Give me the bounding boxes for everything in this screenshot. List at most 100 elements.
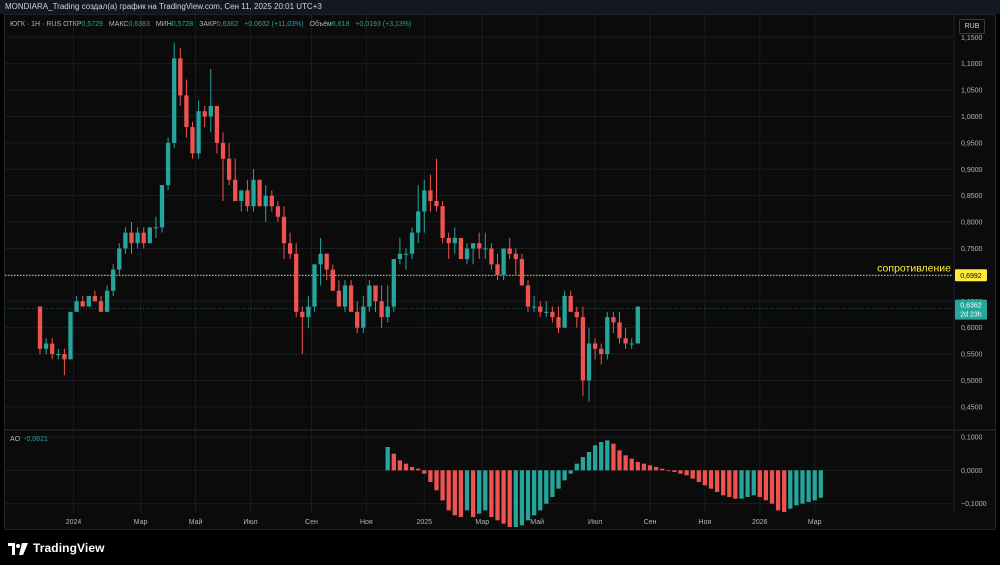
price-tick-label: 1,1500 <box>961 35 983 42</box>
header-bar: MONDIARA_Trading создал(а) график на Tra… <box>0 0 1000 14</box>
symbol-name[interactable]: ЮГК · 1Н · RUS <box>10 21 62 28</box>
ao-label[interactable]: AO <box>10 436 21 443</box>
candle-body <box>342 285 348 307</box>
open-value: 0,5729 <box>81 21 103 28</box>
candle-body <box>190 127 195 154</box>
candle-body <box>501 248 506 275</box>
ao-bar <box>574 463 579 471</box>
candle-body <box>379 301 384 318</box>
candle-body <box>470 243 476 249</box>
candle-body <box>104 290 110 312</box>
ao-bar <box>721 470 726 496</box>
ao-bar <box>775 470 781 511</box>
candle-body <box>269 195 274 207</box>
ao-bar <box>757 470 762 497</box>
chart-panel[interactable] <box>4 14 996 530</box>
ao-bar <box>605 440 610 471</box>
price-tick-label: 0,9500 <box>961 140 983 147</box>
candle-body <box>98 301 104 312</box>
price-tick-label: 0,7500 <box>961 246 983 253</box>
symbol-legend: ЮГК · 1Н · RUS ОТКР0,5729 МАКС0,6383 МИН… <box>10 21 415 28</box>
time-tick-label: Мар <box>808 519 822 526</box>
ao-tick-label: 0,0000 <box>961 468 983 475</box>
ao-bar <box>391 453 396 471</box>
ao-bar <box>690 470 695 479</box>
volume-value: 6,618 <box>331 21 350 28</box>
candle-body <box>531 306 537 308</box>
candle-body <box>172 58 177 143</box>
change-value: +0,0632 (+11,03%) <box>244 21 304 28</box>
candle-body <box>324 253 329 270</box>
chart-attribution: MONDIARA_Trading создал(а) график на Tra… <box>5 2 322 11</box>
ao-bar <box>403 463 409 471</box>
open-label: ОТКР <box>63 21 82 28</box>
candle-body <box>245 190 250 207</box>
candle-body <box>281 216 287 244</box>
currency-button[interactable]: RUB <box>959 19 985 34</box>
ao-legend: AO -0,0821 <box>10 436 48 443</box>
ao-bar <box>483 470 488 511</box>
low-label: МИН <box>155 21 172 28</box>
price-tick-label: 0,8000 <box>961 220 983 227</box>
candle-body <box>275 206 281 217</box>
candle-body <box>226 158 232 180</box>
ao-bar <box>538 470 543 511</box>
resistance-price-label: 0,6992 <box>960 273 982 280</box>
ao-bar <box>531 470 537 516</box>
ao-bar <box>733 470 738 499</box>
time-tick-label: Ноя <box>699 519 712 526</box>
ao-bar <box>556 470 561 489</box>
ao-bar <box>696 470 701 482</box>
candle-body <box>68 311 73 360</box>
ao-bar <box>678 470 683 474</box>
candle-body <box>86 296 91 307</box>
candle-body <box>208 105 213 117</box>
ao-bar <box>727 470 732 497</box>
candle-body <box>129 232 134 244</box>
ao-bar <box>806 470 811 502</box>
high-value: 0,6383 <box>128 21 150 28</box>
resistance-price-tag <box>955 269 987 282</box>
ao-bar <box>562 470 567 481</box>
candle-body <box>62 354 67 360</box>
ao-value: -0,0821 <box>24 436 48 443</box>
high-label: МАКС <box>108 21 129 28</box>
ao-bar <box>708 470 714 489</box>
candle-body <box>403 253 409 255</box>
ao-bar <box>599 442 604 471</box>
ao-bar <box>647 465 653 471</box>
ao-bar <box>660 468 665 471</box>
time-tick-label: Мар <box>475 519 489 526</box>
candle-body <box>37 306 43 349</box>
candle-body <box>184 95 189 128</box>
candle-body <box>294 253 299 312</box>
price-tick-label: 0,6000 <box>961 325 983 332</box>
candle-body <box>306 306 311 318</box>
candle-body <box>605 317 610 355</box>
candle-body <box>165 142 171 186</box>
ao-bar <box>745 470 750 497</box>
ao-bar <box>580 457 586 471</box>
ao-bar <box>739 470 744 499</box>
candle-body <box>629 343 634 345</box>
candle-body <box>513 253 518 260</box>
brand[interactable]: TradingView <box>8 541 105 555</box>
ao-bar <box>592 445 598 471</box>
candle-body <box>446 237 451 244</box>
candle-body <box>477 243 482 249</box>
ao-bar <box>818 470 823 498</box>
candle-body <box>416 211 421 233</box>
candle-body <box>135 232 140 244</box>
price-tick-label: 1,0000 <box>961 114 983 121</box>
ao-bar <box>440 470 445 501</box>
footer-bar <box>0 530 1000 565</box>
ao-bar <box>452 470 457 516</box>
ao-bar <box>666 470 671 472</box>
candle-body <box>592 343 598 349</box>
candle-body <box>312 264 317 307</box>
ao-bar <box>763 470 769 501</box>
ao-bar <box>428 470 433 482</box>
ao-bar <box>751 470 756 496</box>
ao-bar <box>525 470 531 521</box>
